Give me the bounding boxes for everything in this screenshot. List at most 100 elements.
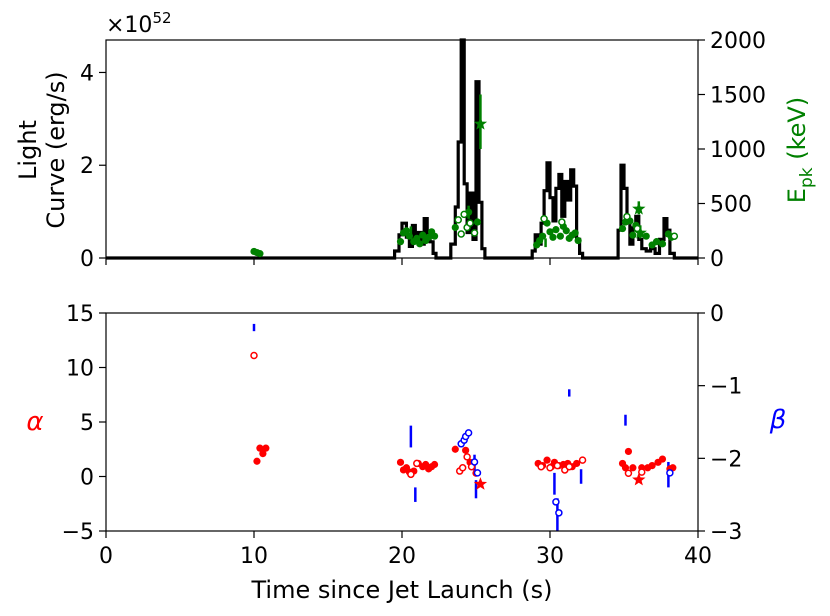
light-curve-line <box>106 38 698 260</box>
epk-hollow-point <box>670 232 679 240</box>
epk-point <box>402 227 411 235</box>
tick-label: 30 <box>536 544 564 569</box>
alpha-axis-label: α <box>26 407 43 437</box>
tick-label: 20 <box>388 544 416 569</box>
tick-label: −3 <box>710 520 742 545</box>
tick-label: 1500 <box>710 84 766 109</box>
light-curve-series <box>106 38 698 260</box>
tick-label: 2 <box>80 154 94 179</box>
alpha-hollow-point <box>413 459 421 468</box>
epk-point <box>652 238 661 246</box>
x-axis-label: Time since Jet Launch (s) <box>251 576 553 604</box>
alpha-point <box>262 444 270 452</box>
epk-star-point <box>633 225 647 239</box>
epk-point <box>618 224 627 233</box>
alpha-point <box>451 445 459 453</box>
beta-axis-label: β <box>769 405 787 435</box>
top-y2-axis-label: Epk (keV) <box>783 97 817 203</box>
top-x-ticks <box>105 258 699 265</box>
epk-point <box>574 236 582 245</box>
alpha-point <box>658 455 667 463</box>
beta-hollow-point <box>666 469 674 477</box>
bottom-y-ticks: −5 0 5 10 15 <box>62 302 106 545</box>
epk-hollow-point <box>558 218 566 226</box>
tick-label: 10 <box>240 544 268 569</box>
epk-point <box>416 240 424 248</box>
epk-series <box>250 94 679 258</box>
epk-axis-label: Epk (keV) <box>783 97 817 203</box>
epk-hollow-point <box>457 230 465 238</box>
alpha-point <box>621 464 630 472</box>
alpha-point <box>396 458 405 466</box>
epk-point <box>256 250 264 258</box>
alpha-point <box>462 446 470 454</box>
epk-star-point <box>632 201 646 215</box>
epk-point <box>629 231 637 239</box>
epk-point <box>425 233 433 241</box>
alpha-hollow-point <box>624 469 633 477</box>
epk-point <box>396 238 405 246</box>
epk-point <box>549 233 557 241</box>
tick-label: 5 <box>80 411 94 436</box>
epk-point <box>539 232 547 240</box>
alpha-point <box>624 447 633 456</box>
epk-hollow-point <box>623 212 631 221</box>
alpha-point <box>253 457 261 465</box>
top-y-ticks: 0 2 4 <box>80 61 106 272</box>
alpha-point <box>573 459 581 468</box>
tick-label: −1 <box>710 375 742 400</box>
epk-hollow-point <box>454 216 462 224</box>
tick-label: 10 <box>66 357 94 382</box>
epk-point <box>419 231 427 239</box>
top-y-offset-text: ×1052 <box>106 9 172 38</box>
epk-hollow-point <box>470 229 479 237</box>
alpha-hollow-point <box>638 468 646 476</box>
tick-label: 0 <box>99 544 113 569</box>
alpha-star-point <box>473 477 488 490</box>
alpha-point <box>430 460 439 469</box>
alpha-hollow-point <box>546 464 554 472</box>
epk-point <box>571 229 579 237</box>
tick-label: 0 <box>80 247 94 272</box>
alpha-point <box>543 456 551 464</box>
tick-label: 0 <box>80 466 94 491</box>
tick-label: 4 <box>80 61 94 86</box>
top-panel: 0 2 4 0 500 1000 1500 2000 ×1052 Light Curve (… <box>14 9 817 272</box>
alpha-hollow-point <box>463 453 471 461</box>
tick-label: 0 <box>710 247 724 272</box>
epk-hollow-point <box>466 219 474 227</box>
alpha-hollow-point <box>537 462 545 471</box>
epk-hollow-point <box>540 215 548 223</box>
top-y-axis-label: Light Curve (erg/s) <box>14 71 70 228</box>
tick-label: 1000 <box>710 138 766 163</box>
epk-point <box>451 223 459 232</box>
alpha-hollow-point <box>578 456 587 464</box>
tick-label: −5 <box>62 520 94 545</box>
alpha-point <box>629 464 637 472</box>
epk-point <box>658 240 667 248</box>
tick-label: 500 <box>710 193 752 218</box>
tick-label: −2 <box>710 447 742 472</box>
beta-hollow-point <box>464 429 473 437</box>
beta-hollow-point <box>473 469 482 477</box>
bottom-axes-frame <box>105 312 699 532</box>
alpha-hollow-point <box>250 351 258 360</box>
epk-point <box>642 232 650 240</box>
tick-label: 40 <box>684 544 712 569</box>
alpha-point <box>648 462 656 470</box>
alpha-hollow-point <box>407 470 415 479</box>
epk-point <box>473 218 482 226</box>
alpha-beta-series <box>250 323 677 531</box>
beta-hollow-point <box>470 458 479 466</box>
epk-point <box>546 228 554 236</box>
tick-label: 2000 <box>710 29 766 54</box>
epk-point <box>562 227 570 235</box>
alpha-point <box>259 450 267 458</box>
epk-point <box>552 226 560 234</box>
epk-point <box>430 232 439 240</box>
tick-label: 0 <box>710 302 724 327</box>
epk-hollow-point <box>460 210 468 219</box>
epk-star-point <box>473 116 488 130</box>
